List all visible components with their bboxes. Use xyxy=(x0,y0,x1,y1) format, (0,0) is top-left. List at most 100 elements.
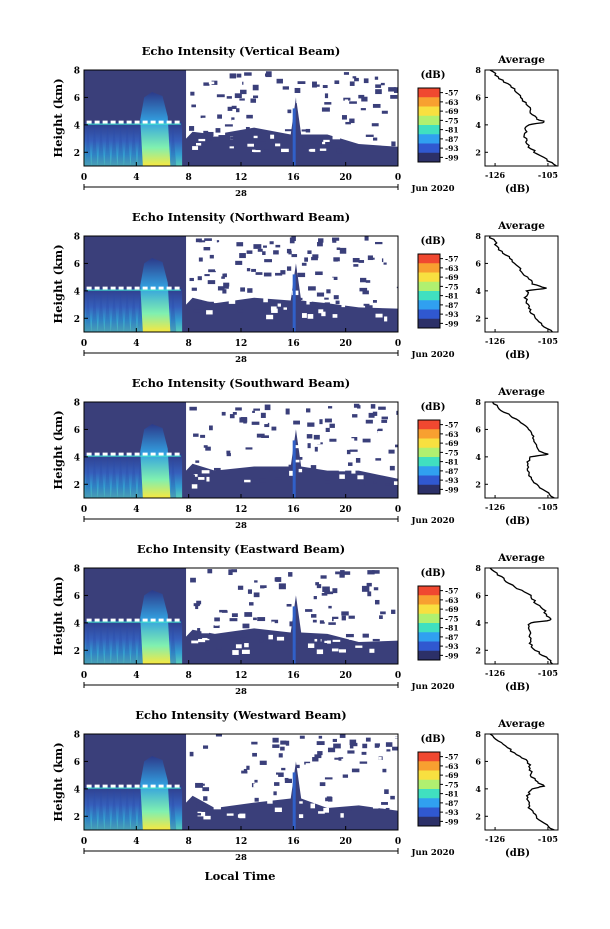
speckle xyxy=(355,457,361,463)
colorbar-swatch xyxy=(418,789,440,799)
x-axis-label: Local Time xyxy=(205,869,276,883)
profile-y-tick-label: 4 xyxy=(475,784,481,794)
colorbar-tick-label: -99 xyxy=(445,485,459,494)
rain-streak xyxy=(169,788,177,830)
speckle xyxy=(268,590,276,595)
rain-streak xyxy=(110,456,118,498)
speckle xyxy=(206,476,210,482)
speckle xyxy=(194,80,199,85)
speckle xyxy=(200,434,206,438)
speckle xyxy=(396,741,398,744)
speckle xyxy=(253,408,261,411)
speckle xyxy=(201,470,210,474)
y-tick-label: 8 xyxy=(74,565,80,575)
speckle xyxy=(323,619,329,622)
speckle xyxy=(352,275,357,279)
speckle xyxy=(229,637,237,641)
date-tick-label: 28 xyxy=(235,521,247,531)
speckle xyxy=(264,100,271,106)
speckle xyxy=(235,260,243,265)
speckle xyxy=(389,249,398,255)
colorbar-frame xyxy=(417,253,441,329)
speckle xyxy=(387,421,393,426)
rain-streak xyxy=(169,456,177,498)
profile-xlabel: (dB) xyxy=(505,848,530,859)
colorbar-swatch xyxy=(418,613,440,624)
speckle xyxy=(343,783,352,788)
speckle xyxy=(205,464,213,467)
speckle xyxy=(208,269,216,273)
speckle xyxy=(318,309,324,314)
speckle xyxy=(395,444,398,448)
speckle xyxy=(374,743,380,748)
speckle xyxy=(276,78,283,84)
colorbar-tick-label: -57 xyxy=(445,753,459,762)
speckle xyxy=(217,114,222,119)
speckle xyxy=(291,577,295,582)
profile-x-tick-label: -105 xyxy=(538,170,558,180)
speckle xyxy=(240,89,247,95)
speckle xyxy=(240,287,246,292)
speckle xyxy=(363,101,370,107)
speckle xyxy=(362,633,369,638)
speckle xyxy=(221,411,226,416)
speckle xyxy=(274,741,282,747)
speckle xyxy=(394,288,398,293)
x-tick-label: 0 xyxy=(395,505,401,515)
speckle xyxy=(286,266,292,271)
speckle xyxy=(315,582,320,586)
speckle xyxy=(237,309,243,313)
speckle xyxy=(271,427,276,431)
speckle xyxy=(231,105,237,110)
rain-streak xyxy=(84,456,92,498)
speckle xyxy=(192,146,199,150)
speckle xyxy=(302,468,310,474)
rain-streak xyxy=(169,290,177,332)
speckle xyxy=(266,266,270,270)
echo-patch xyxy=(392,746,398,751)
y-tick-label: 6 xyxy=(74,592,80,602)
echo-patch xyxy=(252,84,259,91)
speckle xyxy=(286,603,292,607)
speckle xyxy=(283,307,287,310)
speckle xyxy=(275,772,284,777)
colorbar-swatch xyxy=(418,770,440,781)
colorbar-swatch xyxy=(418,143,440,154)
speckle xyxy=(262,251,266,255)
colorbar-swatch xyxy=(418,300,440,310)
y-axis-label: Height (km) xyxy=(51,742,65,821)
colorbar-swatch xyxy=(418,263,440,273)
echo-column xyxy=(292,274,296,332)
speckle xyxy=(363,78,369,84)
speckle xyxy=(316,584,322,589)
speckle xyxy=(377,468,384,471)
speckle xyxy=(319,782,326,787)
speckle xyxy=(282,98,290,104)
speckle xyxy=(200,783,205,786)
speckle xyxy=(332,588,338,594)
y-tick-label: 6 xyxy=(74,94,80,104)
echo-patch xyxy=(289,237,295,244)
rain-streak xyxy=(91,124,98,166)
speckle xyxy=(358,456,366,461)
speckle xyxy=(375,458,382,461)
rain-streak xyxy=(97,622,105,664)
rain-streak xyxy=(110,788,118,830)
speckle xyxy=(350,438,355,444)
colorbar-swatch xyxy=(418,798,440,808)
colorbar-tick-label: -81 xyxy=(445,790,459,799)
speckle xyxy=(263,298,268,303)
speckle xyxy=(195,238,202,243)
colorbar-swatch xyxy=(418,309,440,320)
speckle xyxy=(254,580,258,583)
speckle xyxy=(362,290,369,295)
x-tick-label: 16 xyxy=(287,505,300,515)
echo-patch xyxy=(272,737,279,743)
speckle xyxy=(344,589,353,593)
speckle xyxy=(273,250,279,255)
date-tick-label: 28 xyxy=(235,687,247,697)
speckle xyxy=(309,428,315,432)
profile-line xyxy=(492,402,555,498)
speckle xyxy=(198,138,206,142)
speckle xyxy=(205,607,209,611)
